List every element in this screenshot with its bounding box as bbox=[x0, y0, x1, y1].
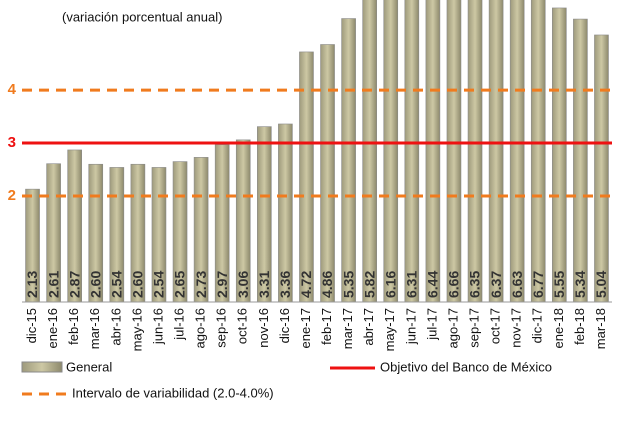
x-tick-label: jun-16 bbox=[150, 308, 165, 345]
x-tick-label: jul-17 bbox=[424, 308, 439, 341]
x-tick-label: abr-17 bbox=[361, 308, 376, 346]
x-tick-label: jun-17 bbox=[403, 308, 418, 345]
x-tick-label: ene-16 bbox=[45, 308, 60, 348]
x-tick-label: feb-17 bbox=[319, 308, 334, 345]
x-tick-label: oct-17 bbox=[488, 308, 503, 344]
value-label: 2.60 bbox=[130, 271, 146, 298]
value-label: 2.54 bbox=[151, 271, 167, 298]
bar bbox=[594, 34, 609, 303]
y-tick-label: 2 bbox=[8, 187, 16, 204]
x-tick-label: sep-16 bbox=[214, 308, 229, 348]
value-label: 4.72 bbox=[298, 271, 314, 298]
x-tick-label: nov-16 bbox=[256, 308, 271, 348]
x-tick-label: jul-16 bbox=[171, 308, 186, 341]
x-tick-label: feb-16 bbox=[66, 308, 81, 345]
bar bbox=[488, 0, 504, 303]
bar bbox=[320, 44, 335, 303]
value-label: 3.06 bbox=[235, 271, 251, 298]
x-tick-label: mar-16 bbox=[87, 308, 102, 349]
x-tick-label: ene-18 bbox=[551, 308, 566, 348]
value-label: 5.34 bbox=[572, 271, 588, 298]
value-label: 6.35 bbox=[467, 271, 483, 298]
legend-label: Objetivo del Banco de México bbox=[380, 359, 552, 374]
x-tick-label: may-17 bbox=[382, 308, 397, 351]
bar bbox=[552, 7, 567, 303]
x-tick-label: oct-16 bbox=[235, 308, 250, 344]
bar bbox=[341, 18, 356, 303]
x-tick-label: ago-16 bbox=[193, 308, 208, 348]
value-label: 2.73 bbox=[193, 271, 209, 298]
value-label: 5.35 bbox=[340, 271, 356, 298]
value-label: 6.31 bbox=[404, 271, 420, 298]
bar bbox=[530, 0, 546, 303]
value-label: 5.04 bbox=[593, 271, 609, 298]
legend-label: Intervalo de variabilidad (2.0-4.0%) bbox=[72, 385, 274, 400]
x-tick-label: abr-16 bbox=[108, 308, 123, 346]
value-label: 4.86 bbox=[319, 271, 335, 298]
value-label: 6.37 bbox=[488, 271, 504, 298]
x-tick-label: mar-17 bbox=[340, 308, 355, 349]
value-label: 5.55 bbox=[551, 271, 567, 298]
x-tick-label: dic-15 bbox=[24, 308, 39, 343]
value-label: 5.82 bbox=[361, 271, 377, 298]
bar bbox=[404, 0, 420, 303]
x-tick-label: dic-16 bbox=[277, 308, 292, 343]
bar bbox=[446, 0, 462, 303]
bar bbox=[573, 18, 588, 303]
legend-swatch bbox=[21, 361, 63, 373]
x-tick-label: may-16 bbox=[129, 308, 144, 351]
x-tick-label: sep-17 bbox=[466, 308, 481, 348]
value-label: 6.63 bbox=[509, 271, 525, 298]
chart-subtitle: (variación porcentual anual) bbox=[62, 9, 222, 24]
x-tick-label: feb-18 bbox=[572, 308, 587, 345]
value-label: 2.61 bbox=[45, 271, 61, 298]
bar bbox=[383, 0, 399, 303]
value-label: 2.65 bbox=[172, 271, 188, 298]
value-label: 2.60 bbox=[87, 271, 103, 298]
x-tick-label: mar-18 bbox=[593, 308, 608, 349]
value-label: 6.77 bbox=[530, 271, 546, 298]
bar bbox=[467, 0, 483, 303]
x-tick-label: nov-17 bbox=[509, 308, 524, 348]
value-label: 6.16 bbox=[382, 271, 398, 298]
bar bbox=[362, 0, 377, 303]
y-tick-label: 4 bbox=[8, 81, 17, 98]
value-label: 6.66 bbox=[446, 271, 462, 298]
value-label: 2.97 bbox=[214, 271, 230, 298]
value-label: 2.87 bbox=[66, 271, 82, 298]
y-tick-label: 3 bbox=[8, 134, 16, 151]
value-label: 2.13 bbox=[24, 271, 40, 298]
legend-label: General bbox=[66, 359, 112, 374]
value-label: 2.54 bbox=[109, 271, 125, 298]
value-label: 3.31 bbox=[256, 271, 272, 298]
value-label: 3.36 bbox=[277, 271, 293, 298]
value-label: 6.44 bbox=[425, 271, 441, 298]
x-tick-label: dic-17 bbox=[530, 308, 545, 343]
bar bbox=[509, 0, 525, 303]
bar bbox=[425, 0, 441, 303]
x-tick-label: ago-17 bbox=[445, 308, 460, 348]
x-tick-label: ene-17 bbox=[298, 308, 313, 348]
